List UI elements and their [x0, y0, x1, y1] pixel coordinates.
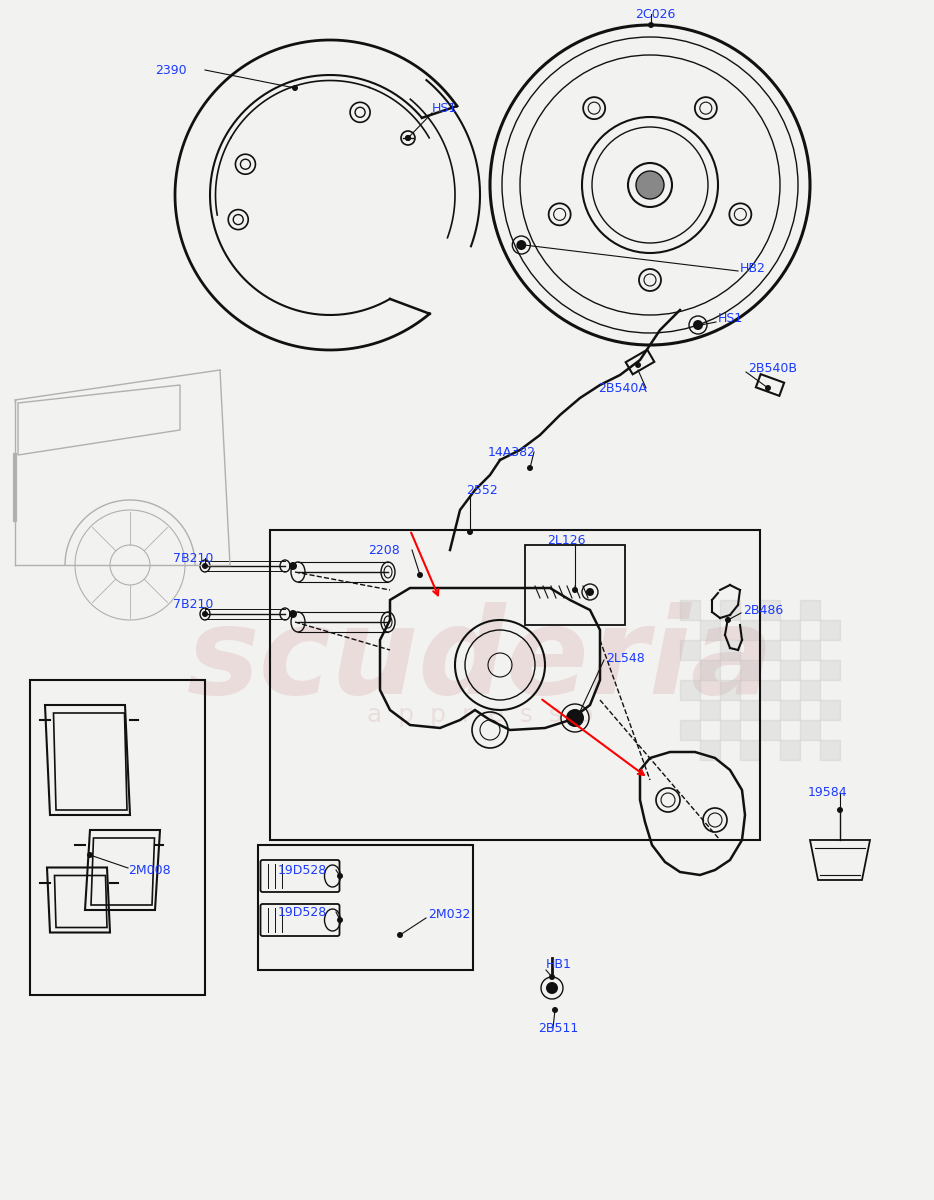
Text: 2B486: 2B486: [743, 604, 784, 617]
Circle shape: [517, 240, 526, 250]
Circle shape: [202, 611, 208, 617]
Text: 7B210: 7B210: [173, 599, 213, 612]
Circle shape: [546, 982, 558, 994]
Text: HB2: HB2: [740, 262, 766, 275]
Circle shape: [337, 874, 343, 878]
Bar: [720, 640, 740, 660]
Bar: [720, 720, 740, 740]
Text: 19D528: 19D528: [278, 864, 327, 876]
Bar: [780, 700, 800, 720]
Bar: [780, 740, 800, 760]
Circle shape: [292, 85, 298, 91]
Circle shape: [765, 385, 771, 391]
Circle shape: [397, 932, 403, 938]
Bar: [740, 620, 760, 640]
Text: 2L548: 2L548: [606, 652, 644, 665]
Text: 2B540B: 2B540B: [748, 361, 797, 374]
Bar: [800, 640, 820, 660]
Bar: [720, 680, 740, 700]
Bar: [800, 720, 820, 740]
Circle shape: [566, 709, 584, 727]
Text: 2B540A: 2B540A: [598, 382, 647, 395]
Bar: [700, 700, 720, 720]
Circle shape: [405, 134, 411, 140]
Bar: [800, 600, 820, 620]
Text: 19D528: 19D528: [278, 906, 327, 918]
Circle shape: [636, 170, 664, 199]
Bar: [760, 600, 780, 620]
Bar: [760, 640, 780, 660]
Circle shape: [289, 610, 297, 618]
Text: 14A382: 14A382: [488, 445, 536, 458]
Circle shape: [695, 322, 701, 328]
Bar: [30, 680, 205, 995]
Circle shape: [289, 562, 297, 570]
Circle shape: [572, 715, 578, 721]
Circle shape: [405, 134, 411, 140]
Text: HB1: HB1: [546, 959, 572, 972]
Circle shape: [549, 974, 555, 980]
Circle shape: [518, 242, 524, 248]
Bar: [740, 700, 760, 720]
Circle shape: [87, 852, 93, 858]
Circle shape: [467, 529, 473, 535]
Text: HS1: HS1: [432, 102, 458, 114]
Circle shape: [417, 572, 423, 578]
Text: HS1: HS1: [718, 312, 743, 324]
Text: a  p  p  r  e  s  s  o: a p p r e s s o: [367, 703, 593, 727]
Circle shape: [693, 320, 703, 330]
Text: 2390: 2390: [155, 64, 187, 77]
Bar: [700, 620, 720, 640]
Text: 19584: 19584: [808, 786, 848, 799]
Circle shape: [202, 563, 208, 569]
Bar: [740, 740, 760, 760]
Text: 2M032: 2M032: [428, 908, 471, 922]
Circle shape: [527, 464, 533, 470]
Circle shape: [725, 617, 731, 623]
Bar: [700, 740, 720, 760]
Bar: [680, 680, 700, 700]
Bar: [820, 700, 840, 720]
Bar: [700, 660, 720, 680]
Bar: [760, 680, 780, 700]
Circle shape: [337, 917, 343, 923]
Bar: [258, 845, 473, 970]
Text: 2B511: 2B511: [538, 1021, 578, 1034]
Text: 2M008: 2M008: [128, 864, 171, 876]
Circle shape: [572, 587, 578, 593]
Circle shape: [552, 1007, 558, 1013]
Text: 7B210: 7B210: [173, 552, 213, 564]
Bar: [780, 620, 800, 640]
Bar: [270, 530, 760, 840]
Bar: [720, 600, 740, 620]
Bar: [800, 680, 820, 700]
Bar: [740, 660, 760, 680]
Text: 2208: 2208: [368, 544, 400, 557]
Bar: [680, 720, 700, 740]
Bar: [525, 545, 625, 625]
Bar: [820, 740, 840, 760]
Circle shape: [586, 588, 594, 596]
Circle shape: [837, 806, 843, 814]
Bar: [760, 720, 780, 740]
Text: 2552: 2552: [466, 484, 498, 497]
Text: scuderia: scuderia: [187, 601, 773, 719]
Text: 2C026: 2C026: [635, 7, 675, 20]
Bar: [820, 660, 840, 680]
Circle shape: [648, 22, 654, 28]
Circle shape: [635, 362, 641, 368]
Bar: [680, 640, 700, 660]
Bar: [680, 600, 700, 620]
Bar: [780, 660, 800, 680]
Text: 2L126: 2L126: [547, 534, 586, 546]
Bar: [820, 620, 840, 640]
